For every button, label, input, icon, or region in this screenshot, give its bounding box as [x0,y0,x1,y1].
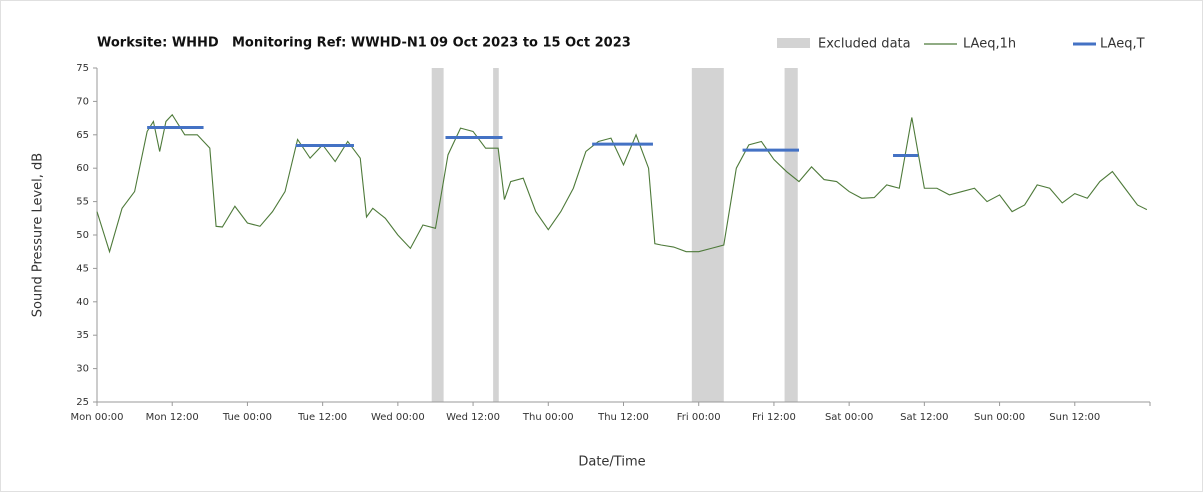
legend-swatch [777,38,810,48]
x-tick-label: Wed 00:00 [371,412,425,423]
chart-title: Monitoring Ref: WWHD-N1 [232,36,427,51]
chart-title: 09 Oct 2023 to 15 Oct 2023 [430,36,631,51]
excluded-band [691,68,724,402]
y-tick-label: 45 [76,263,89,274]
x-axis-label: Date/Time [578,455,645,470]
x-tick-label: Thu 00:00 [522,412,574,423]
legend-label: Excluded data [818,37,911,52]
y-tick-label: 60 [76,163,89,174]
y-tick-label: 25 [76,397,89,408]
y-axis-label: Sound Pressure Level, dB [31,153,46,317]
excluded-band [431,68,444,402]
y-tick-label: 40 [76,297,89,308]
y-tick-label: 70 [76,96,89,107]
excluded-band [493,68,499,402]
x-tick-label: Wed 12:00 [446,412,500,423]
y-tick-label: 50 [76,230,89,241]
x-tick-label: Sun 12:00 [1049,412,1100,423]
x-tick-label: Tue 12:00 [297,412,347,423]
y-tick-label: 30 [76,364,89,375]
x-tick-label: Fri 00:00 [677,412,721,423]
x-tick-label: Sat 00:00 [825,412,873,423]
x-tick-label: Mon 00:00 [70,412,123,423]
excluded-band [784,68,798,402]
x-tick-label: Mon 12:00 [146,412,199,423]
chart-title: Worksite: WHHD [97,36,219,51]
x-tick-label: Thu 12:00 [597,412,649,423]
x-tick-label: Sun 00:00 [974,412,1025,423]
y-tick-label: 65 [76,130,89,141]
y-tick-label: 55 [76,197,89,208]
legend-label: LAeq,1h [963,37,1016,52]
legend-label: LAeq,T [1100,37,1145,52]
y-tick-label: 75 [76,63,89,74]
x-tick-label: Tue 00:00 [222,412,272,423]
y-tick-label: 35 [76,330,89,341]
x-tick-label: Fri 12:00 [752,412,796,423]
series-line [96,113,1148,254]
x-tick-label: Sat 12:00 [900,412,948,423]
